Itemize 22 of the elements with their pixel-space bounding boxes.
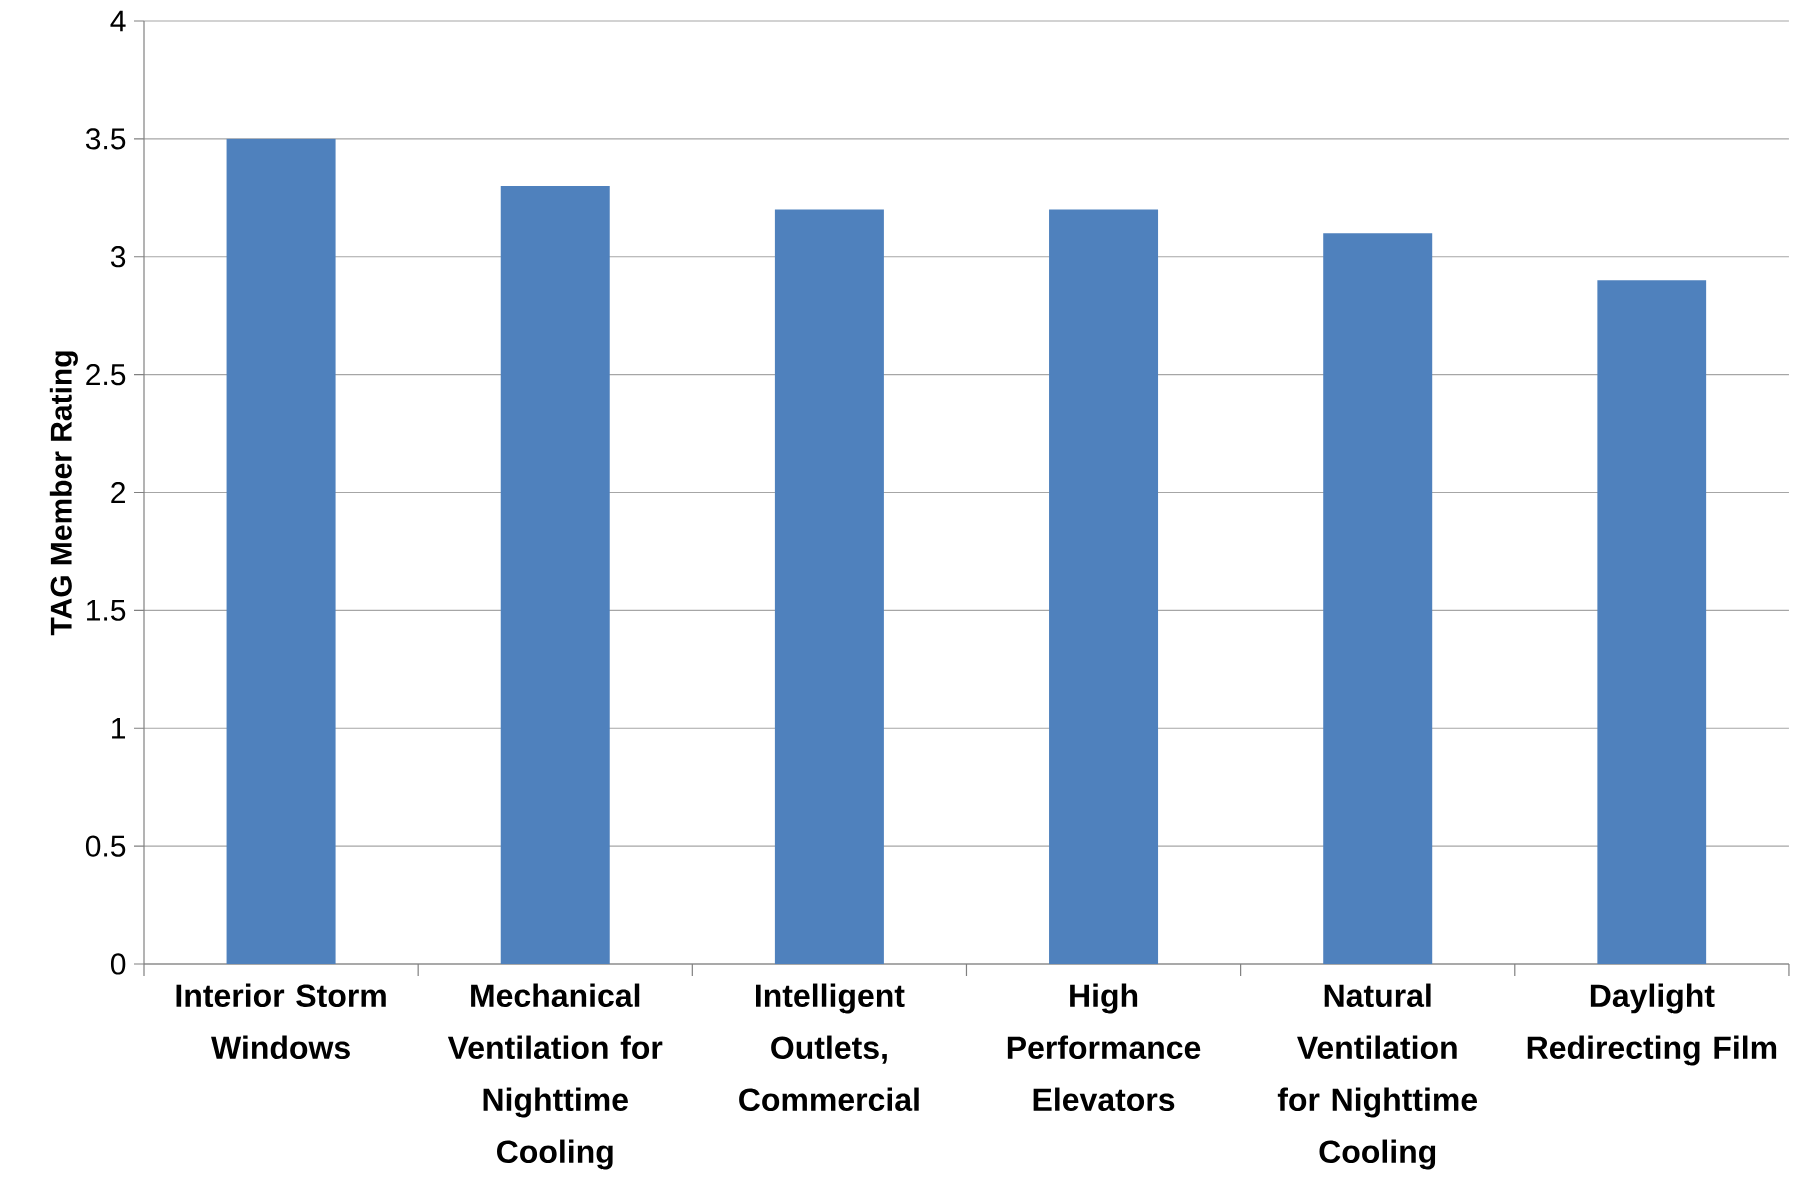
y-tick-label: 3.5: [85, 128, 126, 150]
bar: [1049, 209, 1159, 964]
y-tick-label: 0.5: [85, 835, 126, 857]
x-tick-label: Interior Storm Windows: [176, 983, 386, 1060]
bar: [1323, 233, 1433, 964]
bar: [500, 186, 610, 964]
x-tick-label: Natural Ventilation for Nighttime Cooling: [1277, 983, 1478, 1170]
bar: [226, 138, 336, 964]
y-axis-title: TAG Member Rating: [49, 351, 78, 636]
bar: [1597, 280, 1707, 964]
x-tick-label: Intelligent Outlets, Commercial: [739, 983, 919, 1112]
bar: [774, 209, 884, 964]
y-tick-label: 2.5: [86, 363, 126, 386]
x-tick-label: High Performance Elevators: [1007, 983, 1201, 1112]
y-tick-label: 1: [112, 717, 126, 739]
x-tick-label: Mechanical Ventilation for Nighttime Cooling: [447, 983, 663, 1170]
x-tick-label: Daylight Redirecting Film: [1527, 983, 1777, 1066]
y-tick-label: 3: [110, 246, 126, 268]
y-tick-label: 2: [111, 482, 125, 503]
y-tick-label: 4: [110, 10, 126, 32]
y-tick-label: 0: [110, 953, 126, 975]
y-tick-label: 1.5: [87, 599, 126, 621]
